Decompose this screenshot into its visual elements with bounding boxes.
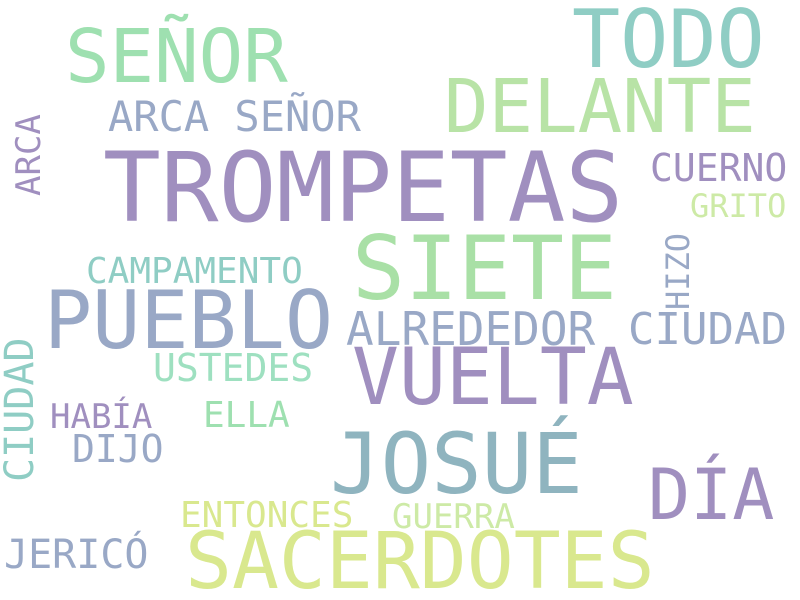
word-delante: DELANTE [444,64,756,150]
word-sacerdotes: SACERDOTES [185,517,655,600]
word-arca-senor: ARCA SEÑOR [108,92,361,141]
word-dijo: DIJO [72,427,164,471]
word-arca-vertical: ARCA [9,114,49,196]
word-habia: HABÍA [50,397,153,437]
word-josue: JOSUÉ [330,415,583,513]
word-vuelta: VUELTA [352,333,634,423]
word-jerico: JERICÓ [4,532,149,578]
word-entonces: ENTONCES [180,495,354,536]
word-ella: ELLA [203,395,290,436]
word-ciudad: CIUDAD [628,304,787,355]
word-campamento: CAMPAMENTO [86,251,303,292]
word-dia: DÍA [648,454,775,536]
word-grito: GRITO [690,187,787,225]
word-ciudad-vertical: CIUDAD [0,337,43,483]
word-pueblo: PUEBLO [44,274,333,367]
word-guerra: GUERRA [392,497,515,537]
word-alrededor: ALREDEDOR [346,302,596,356]
word-todo: TODO [572,0,765,86]
word-senor: SEÑOR [65,14,288,100]
word-trompetas: TROMPETAS [103,132,624,244]
word-siete: SIETE [352,217,617,320]
word-hizo-vertical: HIZO [659,232,697,310]
word-cuerno: CUERNO [650,146,788,190]
word-ustedes: USTEDES [153,346,314,390]
